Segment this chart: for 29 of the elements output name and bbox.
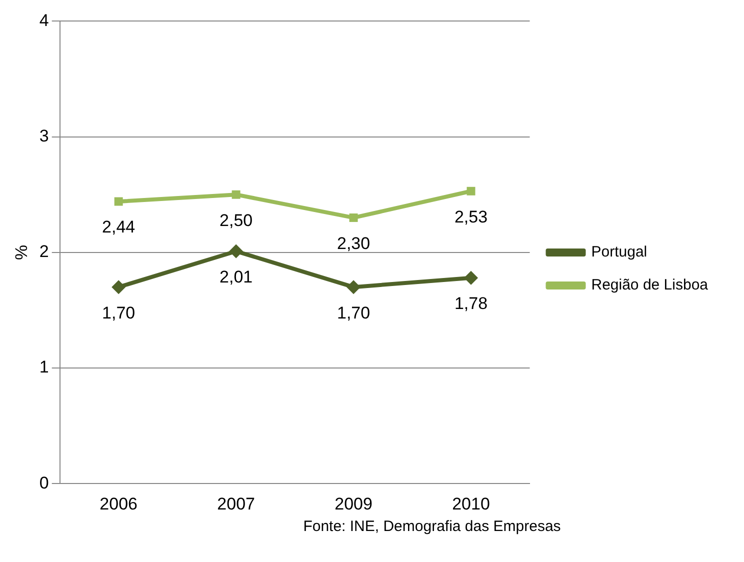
data-label: 2,44 — [102, 218, 136, 237]
point — [346, 280, 361, 294]
data-label: 1,78 — [454, 294, 488, 314]
point — [466, 186, 476, 196]
x-tick-label: 2009 — [334, 494, 372, 514]
data-label: 1,70 — [336, 303, 370, 322]
point — [229, 244, 244, 258]
point — [112, 280, 126, 294]
point — [114, 197, 123, 206]
y-tick-label: 2 — [39, 242, 49, 262]
y-tick-label: 1 — [39, 358, 49, 377]
legend-label: Portugal — [591, 244, 648, 261]
x-tick-label: 2006 — [100, 494, 138, 514]
data-label: 2,53 — [454, 207, 488, 226]
legend-label: Região de Lisboa — [591, 276, 709, 294]
data-label: 2,01 — [220, 267, 253, 286]
data-label: 1,70 — [102, 303, 136, 322]
x-tick-label: 2010 — [452, 494, 490, 514]
source-note: Fonte: INE, Demografia das Empresas — [302, 518, 562, 535]
y-tick-label: 4 — [39, 10, 49, 30]
data-label: 2,30 — [336, 234, 370, 253]
y-tick-label: 3 — [39, 126, 49, 146]
point — [464, 270, 478, 285]
point — [232, 190, 240, 199]
x-tick-label: 2007 — [217, 494, 255, 514]
y-axis-title: % — [12, 244, 31, 260]
data-label: 2,50 — [220, 210, 253, 230]
point — [349, 213, 358, 222]
y-tick-label: 0 — [39, 473, 49, 492]
